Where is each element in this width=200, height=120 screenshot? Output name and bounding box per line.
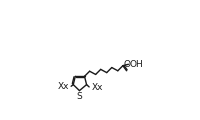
- Text: OH: OH: [129, 60, 142, 69]
- Text: Xx: Xx: [57, 82, 68, 91]
- Text: O: O: [122, 60, 129, 69]
- Text: Xx: Xx: [91, 83, 102, 92]
- Text: S: S: [76, 92, 82, 101]
